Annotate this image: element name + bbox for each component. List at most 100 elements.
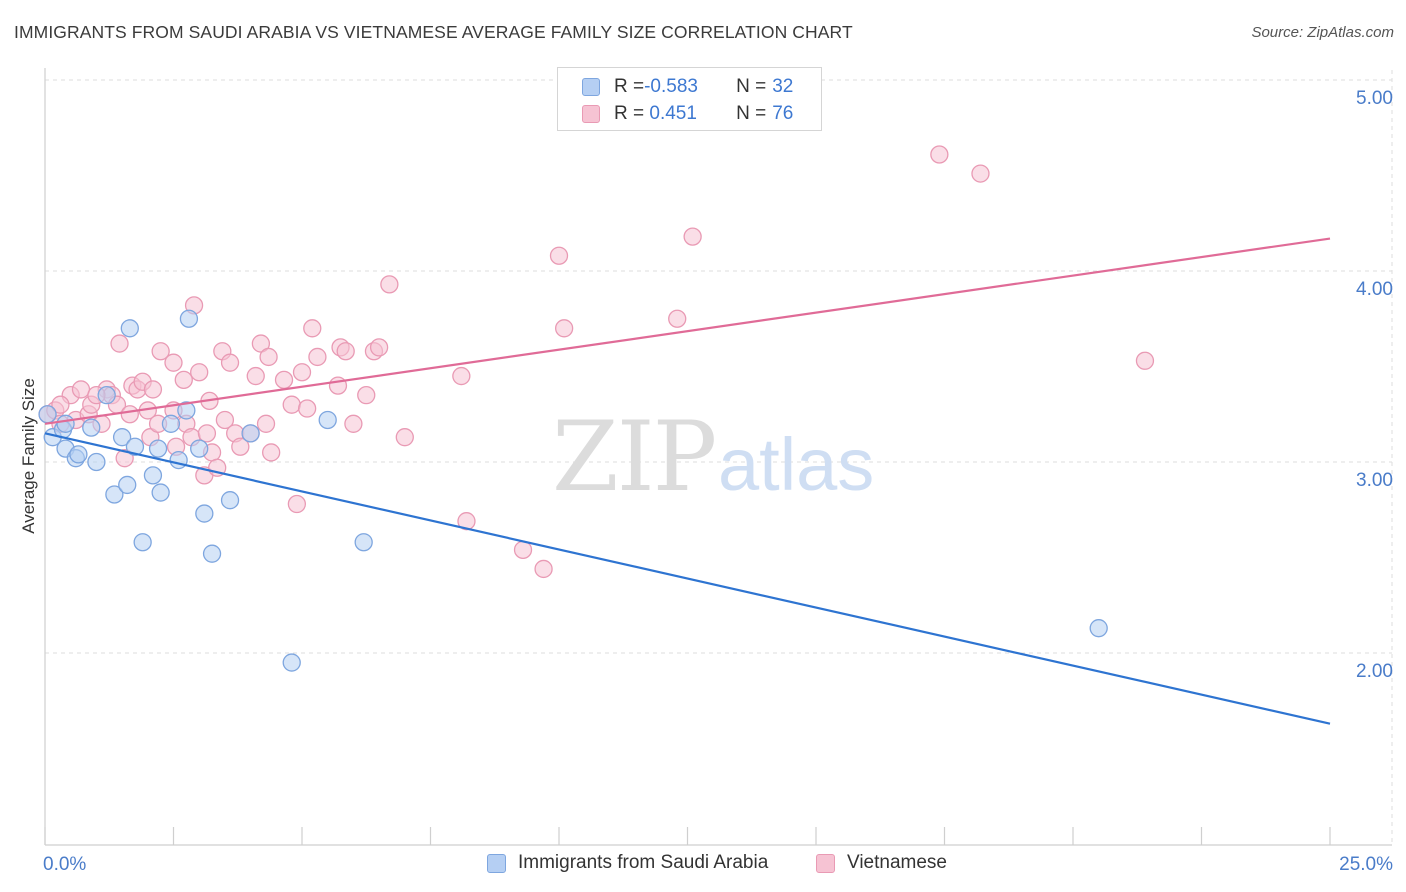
saudi-arabia-point-13 [120, 319, 139, 338]
vietnamese-point-68 [683, 227, 702, 246]
saudi-arabia-point-31 [1089, 619, 1108, 638]
y-tick-label-2: 2.00 [1356, 661, 1393, 682]
vietnamese-point-36 [220, 353, 240, 372]
saudi-arabia-point-15 [133, 533, 152, 552]
vietnamese-point-63 [513, 540, 533, 560]
stats-legend: R = -0.583 N = 32 R = 0.451 N = 76 [557, 67, 822, 131]
vietnamese-point-43 [259, 347, 278, 367]
saudi-arabia-point-19 [161, 414, 181, 433]
vietnamese-point-14 [120, 405, 139, 424]
saudi-arabia-point-22 [179, 309, 199, 328]
saudi-arabia-point-10 [105, 485, 124, 504]
vietnamese-point-69 [930, 145, 949, 164]
saudi-arabia-point-20 [169, 450, 188, 470]
saudi-arabia-point-21 [177, 401, 196, 420]
vietnamese-point-55 [344, 414, 363, 433]
vietnamese-point-61 [452, 366, 471, 386]
legend-pink-n-value: 76 [772, 103, 794, 124]
vietnamese-point-5 [71, 380, 91, 399]
legend-blue-n-value: 32 [772, 76, 794, 97]
saudi-arabia-point-17 [148, 439, 168, 458]
saudi-arabia-point-25 [202, 544, 222, 563]
legend-pink-r-label: R = [614, 103, 645, 124]
vietnamese-point-22 [151, 342, 170, 361]
watermark-atlas: atlas [718, 423, 874, 506]
vietnamese-trend-line [44, 237, 1331, 425]
legend-blue-n-label: N = [736, 76, 767, 97]
legend-row-pink: R = 0.451 N = 76 [582, 101, 793, 127]
watermark-zip: ZIP [552, 401, 715, 513]
tick-labels: 2.00 3.00 4.00 5.00 0.0% 25.0% [43, 88, 1393, 875]
vietnamese-point-25 [174, 370, 193, 390]
vietnamese-point-65 [549, 246, 569, 265]
vietnamese-point-59 [380, 275, 399, 294]
vietnamese-point-67 [668, 309, 687, 328]
vietnamese-point-60 [395, 428, 414, 447]
vietnamese-point-72 [51, 395, 70, 414]
source-label: Source: ZipAtlas.com [1251, 24, 1394, 41]
y-tick-label-3: 3.00 [1356, 470, 1393, 491]
saudi-arabia-points [38, 309, 1108, 672]
legend-row-blue: R = -0.583 N = 32 [582, 74, 793, 100]
saudi-arabia-point-16 [143, 466, 163, 485]
saudi-arabia-point-12 [118, 475, 137, 495]
saudi-arabia-point-24 [195, 504, 214, 523]
vietnamese-point-44 [262, 443, 281, 462]
vietnamese-point-54 [336, 342, 355, 361]
blue-swatch-icon [582, 78, 600, 96]
vietnamese-point-64 [534, 559, 553, 579]
vietnamese-point-42 [256, 414, 276, 433]
vietnamese-point-45 [274, 370, 294, 390]
vietnamese-point-47 [287, 494, 307, 514]
x-tick-label-min: 0.0% [43, 854, 86, 875]
saudi-arabia-point-28 [282, 653, 301, 672]
chart-title: IMMIGRANTS FROM SAUDI ARABIA VS VIETNAME… [14, 22, 853, 42]
legend-vietnamese-label: Vietnamese [847, 852, 947, 873]
y-axis-label: Average Family Size [19, 378, 38, 534]
vietnamese-point-58 [369, 338, 389, 357]
y-tick-label-5: 5.00 [1356, 88, 1393, 109]
legend-saudi-arabia-label: Immigrants from Saudi Arabia [518, 852, 769, 873]
vietnamese-point-31 [197, 424, 217, 443]
legend-item-saudi-arabia[interactable]: Immigrants from Saudi Arabia [487, 852, 768, 874]
y-tick-label-4: 4.00 [1356, 279, 1393, 300]
vietnamese-point-46 [282, 395, 301, 414]
vietnamese-point-71 [1135, 351, 1155, 370]
grid-lines [45, 70, 1393, 845]
vietnamese-point-62 [457, 512, 476, 531]
trend-lines [44, 237, 1331, 725]
saudi-arabia-point-11 [112, 428, 132, 447]
saudi-arabia-point-6 [69, 445, 88, 464]
saudi-arabia-point-7 [82, 418, 101, 437]
axes [44, 68, 1392, 846]
saudi-arabia-point-30 [354, 533, 373, 552]
vietnamese-point-12 [110, 334, 129, 353]
blue-swatch-icon [487, 853, 506, 873]
vietnamese-point-38 [231, 437, 250, 456]
vietnamese-point-49 [297, 399, 317, 418]
vietnamese-point-50 [303, 319, 322, 338]
saudi-arabia-point-14 [125, 437, 145, 456]
legend-pink-n-label: N = [736, 103, 767, 124]
vietnamese-point-40 [246, 366, 265, 386]
series-legend: Immigrants from Saudi Arabia Vietnamese [0, 850, 1406, 878]
pink-swatch-icon [582, 105, 600, 123]
saudi-arabia-point-18 [151, 483, 170, 502]
legend-blue-r-label: R = [614, 76, 645, 97]
saudi-arabia-point-27 [241, 424, 260, 443]
saudi-arabia-point-3 [56, 414, 75, 433]
saudi-arabia-point-9 [97, 385, 116, 405]
saudi-arabia-trend-line [44, 432, 1331, 725]
vietnamese-point-20 [143, 380, 163, 399]
x-tick-label-max: 25.0% [1339, 854, 1393, 875]
vietnamese-point-13 [115, 449, 134, 468]
legend-item-vietnamese[interactable]: Vietnamese [816, 852, 947, 874]
vietnamese-point-51 [308, 347, 327, 367]
saudi-arabia-point-29 [318, 410, 337, 430]
vietnamese-point-70 [971, 164, 990, 183]
vietnamese-point-66 [554, 319, 574, 338]
legend-blue-r-value: -0.583 [644, 76, 698, 97]
vietnamese-point-48 [292, 363, 312, 382]
saudi-arabia-point-23 [190, 439, 209, 458]
